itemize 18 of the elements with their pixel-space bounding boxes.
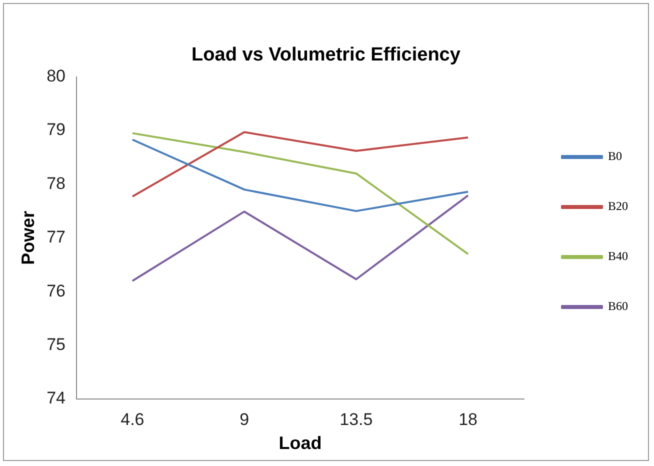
x-tick-label: 9 [240, 410, 250, 429]
y-tick-label: 75 [46, 334, 66, 354]
y-tick-label: 78 [46, 174, 66, 193]
x-axis-title: Load [278, 433, 322, 454]
legend-label: B40 [608, 249, 628, 264]
legend-label: B0 [608, 149, 622, 164]
x-tick-label: 18 [458, 410, 478, 429]
chart-title: Load vs Volumetric Efficiency [192, 44, 461, 66]
x-tick-label: 4.6 [120, 410, 144, 429]
legend-label: B60 [608, 299, 628, 314]
y-tick-label: 77 [46, 228, 66, 247]
y-tick-label: 76 [46, 281, 66, 300]
legend-label: B20 [608, 199, 628, 214]
y-tick-label: 80 [46, 66, 66, 86]
y-tick-label: 74 [46, 388, 66, 408]
x-tick-label: 13.5 [340, 410, 373, 429]
y-axis-title: Power [18, 210, 38, 265]
y-tick-label: 79 [46, 120, 66, 140]
